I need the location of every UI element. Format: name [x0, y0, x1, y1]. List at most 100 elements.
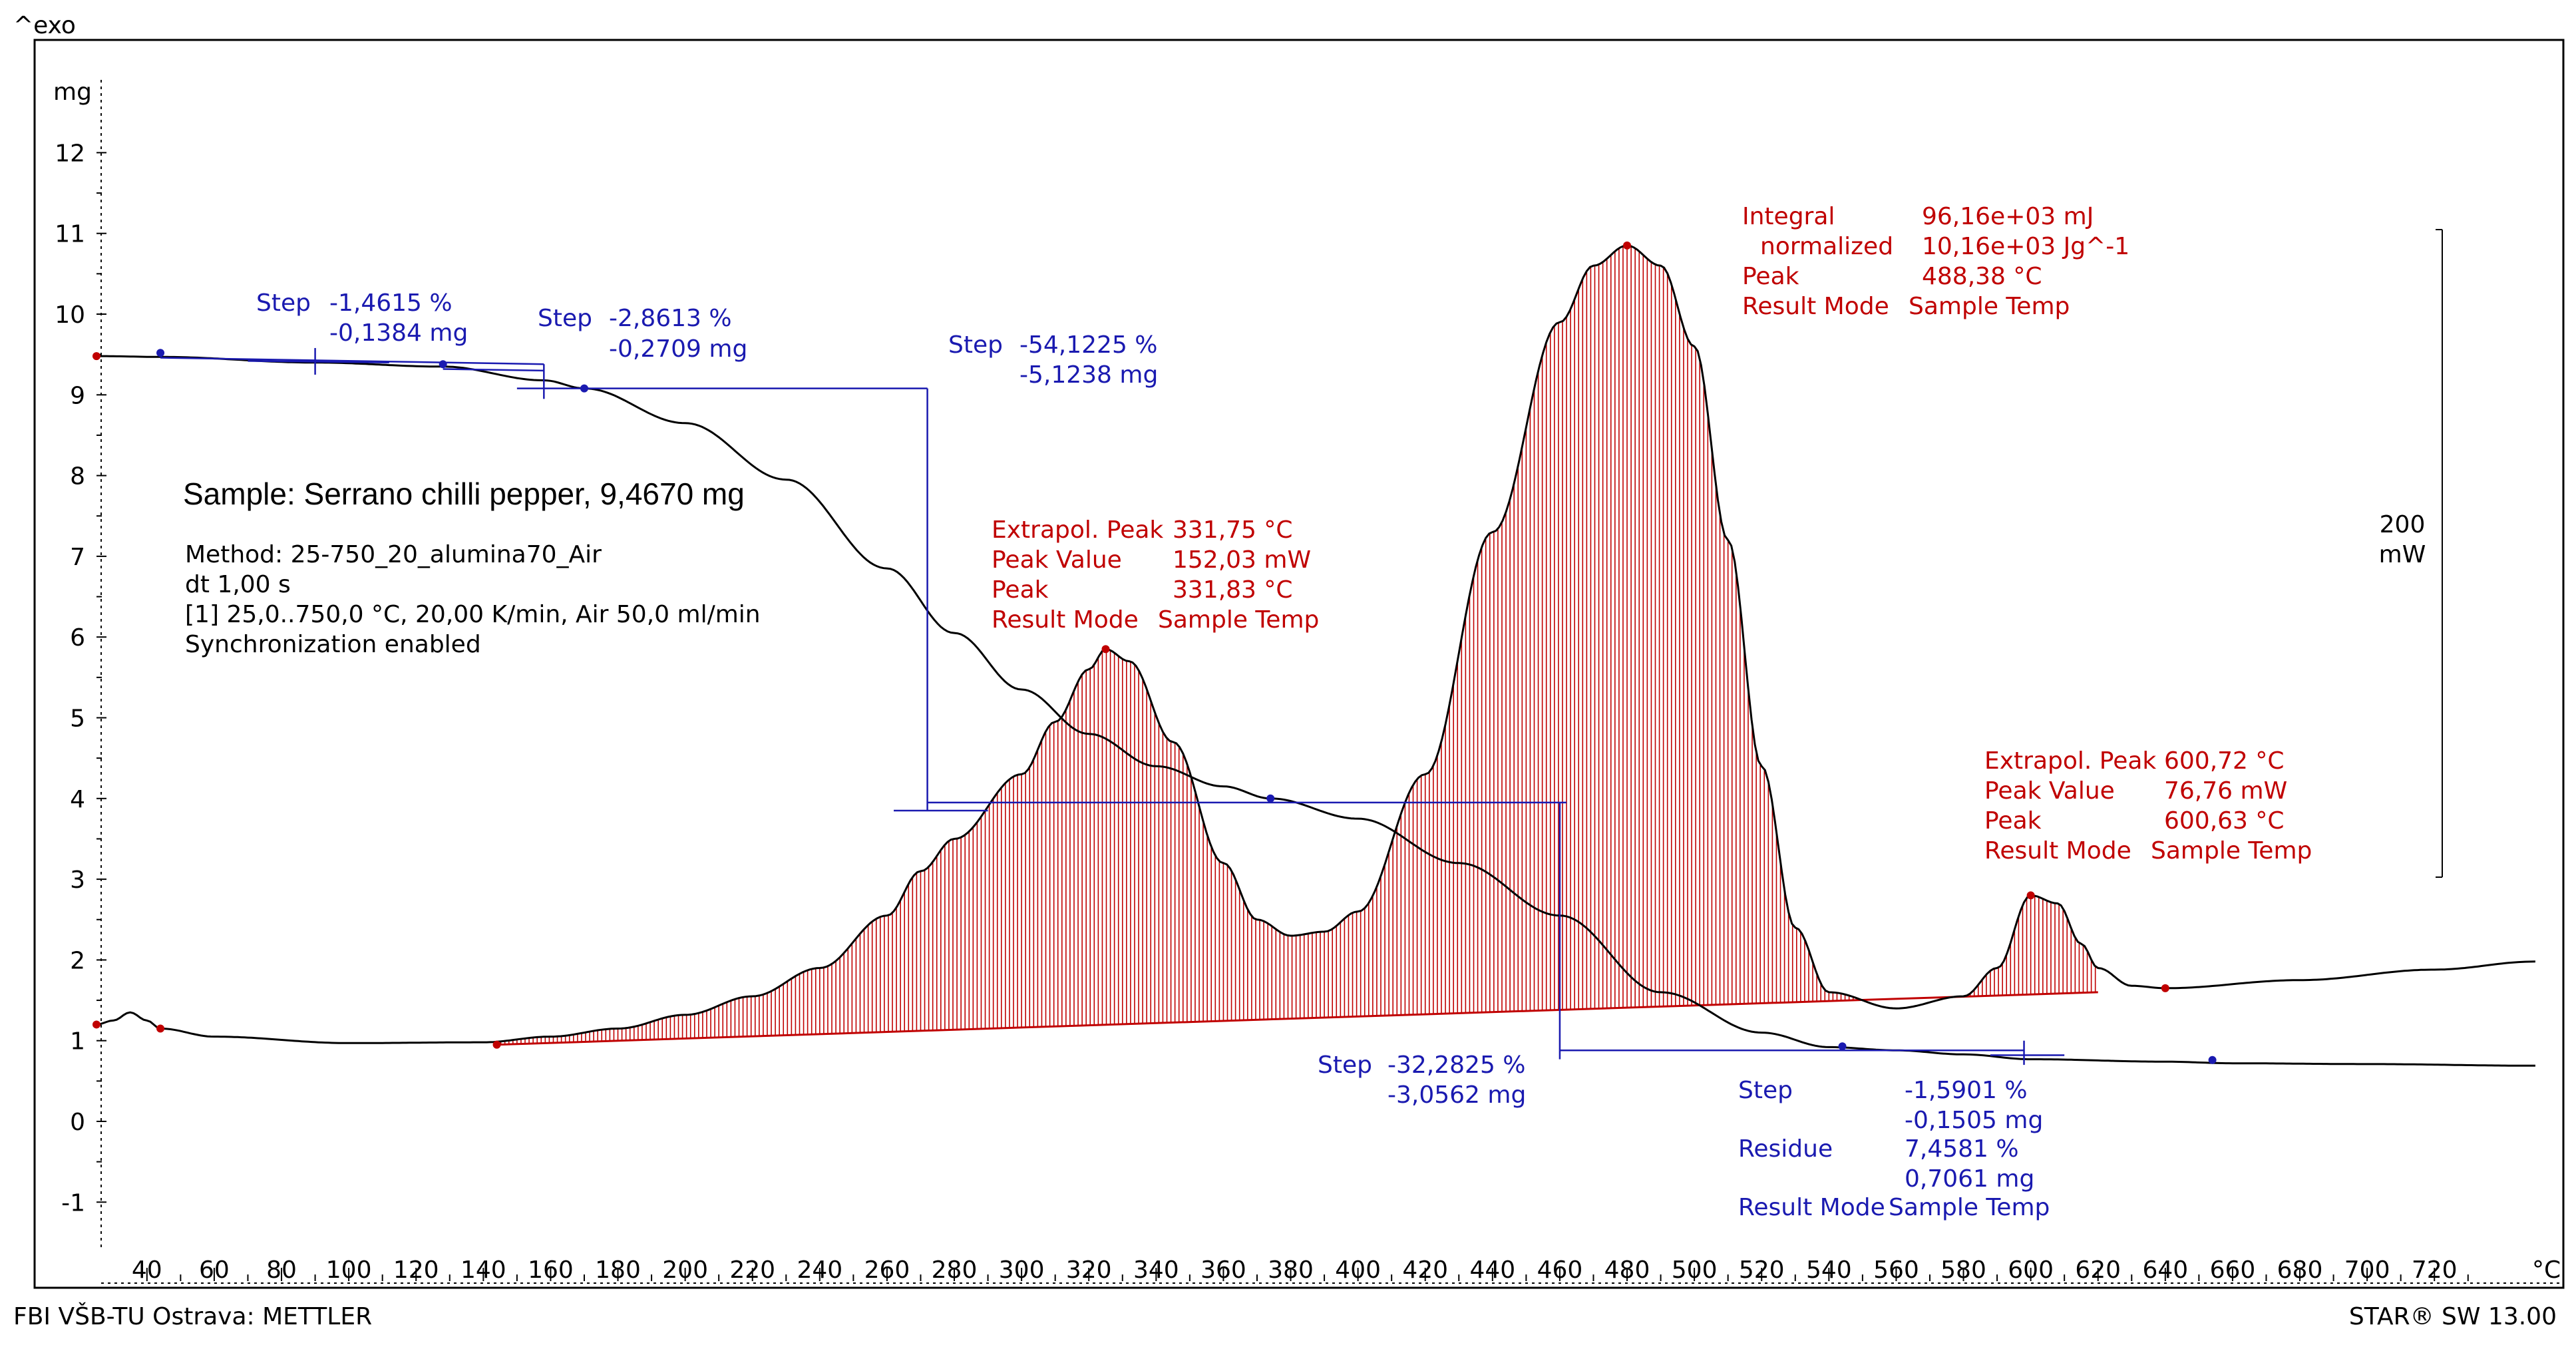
x-tick-label: 520 [1739, 1256, 1785, 1284]
x-tick-label: 280 [932, 1256, 978, 1284]
y-tick-label: -1 [61, 1189, 85, 1217]
y-tick-label: 4 [70, 786, 85, 813]
x-tick-label: 140 [460, 1256, 506, 1284]
x-tick-label: 500 [1672, 1256, 1718, 1284]
peak-1-row-4-value: Sample Temp [1158, 606, 1319, 634]
residue-label: Residue [1738, 1135, 1833, 1163]
peak-1-row-3-value: 331,83 °C [1173, 576, 1293, 604]
exo-label: ^exo [13, 12, 76, 39]
peak-1-row-2-label: Peak Value [992, 546, 1122, 574]
step-4-percent: -32,2825 % [1387, 1052, 1526, 1079]
x-tick-label: 40 [132, 1256, 162, 1284]
peak-3-row-3-value: 600,63 °C [2164, 807, 2285, 835]
y-tick-label: 10 [55, 301, 85, 329]
final-step-percent: -1,5901 % [1905, 1077, 2028, 1104]
peak-1-row-4-label: Result Mode [992, 606, 1139, 634]
peak-2-row-4-label: Result Mode [1742, 293, 1889, 320]
peak-1-row-1-value: 331,75 °C [1173, 516, 1293, 544]
step-1-annotation: Step -1,4615 % -0,1384 mg [256, 290, 468, 347]
peak-3-row-1-label: Extrapol. Peak [1984, 747, 2156, 775]
peak-2-row-2-value: 10,16e+03 Jg^-1 [1922, 233, 2129, 260]
x-tick-label: 100 [326, 1256, 372, 1284]
dsc-peak-marker [1101, 645, 1110, 654]
final-step-annotation: Step -1,5901 % -0,1505 mg Residue 7,4581… [1738, 1077, 2050, 1221]
peak-2-row-1-value: 96,16e+03 mJ [1922, 203, 2094, 230]
result-mode-label: Result Mode [1738, 1194, 1885, 1221]
step-4-annotation: Step -32,2825 % -3,0562 mg [1318, 1052, 1526, 1109]
dsc-baseline [496, 991, 2098, 1046]
x-tick-label: 340 [1133, 1256, 1179, 1284]
x-tick-label: 160 [528, 1256, 574, 1284]
x-tick-label: 680 [2277, 1256, 2323, 1284]
x-tick-label: 460 [1537, 1256, 1583, 1284]
x-tick-label: 700 [2344, 1256, 2390, 1284]
step-4-label: Step [1318, 1052, 1372, 1079]
x-tick-label: 80 [266, 1256, 297, 1284]
y-tick-label: 12 [55, 140, 85, 167]
y-tick-label: 5 [70, 705, 85, 733]
scale-bar-unit: mW [2379, 541, 2426, 568]
x-tick-label: 660 [2210, 1256, 2256, 1284]
y-tick-label: 9 [70, 382, 85, 409]
result-mode-value: Sample Temp [1889, 1194, 2050, 1221]
tga-start-marker [92, 352, 100, 361]
step-2-annotation: Step -2,8613 % -0,2709 mg [538, 305, 747, 363]
step-2-label: Step [538, 305, 592, 332]
tga-marker [439, 360, 447, 369]
residue-mass: 0,7061 mg [1905, 1165, 2034, 1193]
footer-left: FBI VŠB-TU Ostrava: METTLER [13, 1302, 372, 1330]
x-tick-label: 580 [1940, 1256, 1986, 1284]
x-tick-label: 440 [1469, 1256, 1515, 1284]
series-lines [96, 244, 2535, 1067]
step-3-mass: -5,1238 mg [1019, 361, 1158, 389]
peak-3-row-3-label: Peak [1984, 807, 2042, 835]
peak-1-row-3-label: Peak [992, 576, 1049, 604]
dsc-marker [492, 1040, 501, 1049]
tga-marker [156, 349, 165, 357]
x-tick-label: 400 [1335, 1256, 1381, 1284]
x-unit-label: °C [2532, 1256, 2561, 1284]
footer-right: STAR® SW 13.00 [2349, 1303, 2557, 1330]
x-tick-label: 380 [1268, 1256, 1314, 1284]
step-2-percent: -2,8613 % [609, 305, 732, 332]
x-tick-label: 720 [2412, 1256, 2458, 1284]
tga-marker [2208, 1056, 2217, 1064]
point-markers [92, 241, 2217, 1064]
step-1-tangent [160, 357, 544, 365]
final-step-label: Step [1738, 1077, 1793, 1104]
dsc-start-marker [92, 1020, 100, 1029]
step-1-cross-h [248, 360, 389, 364]
x-tick-label: 560 [1873, 1256, 1919, 1284]
x-tick-label: 260 [864, 1256, 910, 1284]
final-step-mass: -0,1505 mg [1905, 1107, 2043, 1134]
x-tick-label: 240 [797, 1256, 842, 1284]
peak-2-row-3-value: 488,38 °C [1922, 263, 2042, 290]
x-tick-label: 540 [1806, 1256, 1852, 1284]
step-2-tangent [443, 368, 544, 372]
step-construction-lines [160, 347, 2065, 1065]
peak-1-row-2-value: 152,03 mW [1173, 546, 1311, 574]
y-tick-label: 3 [70, 867, 85, 894]
peak-2-row-4-value: Sample Temp [1909, 293, 2070, 320]
x-tick-label: 60 [199, 1256, 230, 1284]
scale-bar-value: 200 [2380, 511, 2426, 538]
plot-frame [33, 39, 2565, 1289]
step-3-label: Step [948, 331, 1003, 359]
step-1-percent: -1,4615 % [329, 290, 453, 317]
peak-3-row-4-label: Result Mode [1984, 837, 2131, 865]
peak-3-row-2-value: 76,76 mW [2164, 777, 2287, 805]
y-tick-label: 8 [70, 463, 85, 490]
tga-curve [96, 355, 2535, 1067]
x-axis-ticks: 40 60 80 100 120 140 160 180 200 220 240 260 280 300 3… [101, 1256, 2562, 1284]
step-1-mass: -0,1384 mg [329, 319, 468, 347]
x-tick-label: 300 [999, 1256, 1045, 1284]
peak-1-annotation: Extrapol. Peak 331,75 °C Peak Value 152,… [992, 516, 1319, 634]
x-tick-label: 200 [662, 1256, 708, 1284]
scale-bar: 200 mW [2379, 229, 2443, 878]
peak-2-row-3-label: Peak [1742, 263, 1799, 290]
dsc-peak-marker [2026, 891, 2035, 900]
step-3-percent: -54,1225 % [1019, 331, 1158, 359]
x-tick-label: 480 [1604, 1256, 1650, 1284]
x-tick-label: 600 [2008, 1256, 2054, 1284]
